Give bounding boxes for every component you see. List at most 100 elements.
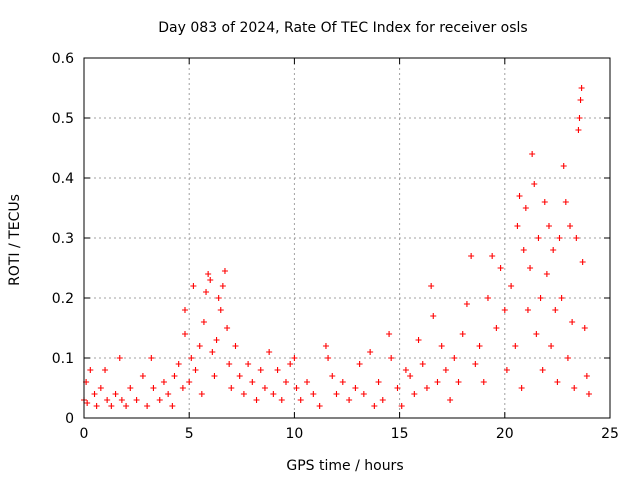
data-point bbox=[253, 397, 260, 403]
data-point bbox=[84, 400, 91, 406]
data-point bbox=[282, 379, 289, 385]
data-point bbox=[428, 283, 435, 289]
data-point bbox=[531, 181, 538, 187]
data-point bbox=[581, 325, 588, 331]
data-point bbox=[533, 331, 540, 337]
data-point bbox=[188, 355, 195, 361]
data-point bbox=[567, 223, 574, 229]
data-point bbox=[514, 223, 521, 229]
data-point bbox=[175, 361, 182, 367]
data-point bbox=[169, 403, 176, 409]
data-point bbox=[529, 151, 536, 157]
data-point bbox=[577, 97, 584, 103]
data-point bbox=[520, 247, 527, 253]
y-tick-label: 0.6 bbox=[52, 51, 74, 67]
data-point bbox=[116, 355, 123, 361]
data-point bbox=[240, 391, 247, 397]
data-point bbox=[181, 331, 188, 337]
data-point bbox=[179, 385, 186, 391]
data-point bbox=[415, 337, 422, 343]
data-point bbox=[287, 361, 294, 367]
data-point bbox=[108, 403, 115, 409]
y-tick-label: 0.2 bbox=[52, 291, 74, 307]
data-point bbox=[411, 391, 418, 397]
data-point bbox=[442, 367, 449, 373]
data-point bbox=[379, 397, 386, 403]
data-point bbox=[249, 379, 256, 385]
data-point bbox=[261, 385, 268, 391]
gridlines bbox=[84, 58, 610, 418]
data-point bbox=[419, 361, 426, 367]
data-point bbox=[297, 397, 304, 403]
data-point bbox=[339, 379, 346, 385]
data-point bbox=[352, 385, 359, 391]
data-point bbox=[148, 355, 155, 361]
data-point bbox=[388, 355, 395, 361]
chart-title: Day 083 of 2024, Rate Of TEC Index for r… bbox=[158, 20, 527, 36]
data-point bbox=[278, 397, 285, 403]
data-point bbox=[480, 379, 487, 385]
data-point bbox=[310, 391, 317, 397]
data-points bbox=[81, 85, 592, 409]
data-point bbox=[468, 253, 475, 259]
data-point bbox=[91, 391, 98, 397]
data-point bbox=[564, 355, 571, 361]
data-point bbox=[451, 355, 458, 361]
data-point bbox=[438, 343, 445, 349]
data-point bbox=[558, 295, 565, 301]
data-point bbox=[562, 199, 569, 205]
data-point bbox=[560, 163, 567, 169]
x-tick-label: 10 bbox=[285, 426, 303, 442]
data-point bbox=[87, 367, 94, 373]
data-point bbox=[226, 361, 233, 367]
data-point bbox=[455, 379, 462, 385]
data-point bbox=[215, 295, 222, 301]
data-point bbox=[316, 403, 323, 409]
data-point bbox=[550, 247, 557, 253]
data-point bbox=[165, 391, 172, 397]
data-point bbox=[217, 307, 224, 313]
data-point bbox=[270, 391, 277, 397]
data-point bbox=[304, 379, 311, 385]
data-point bbox=[545, 223, 552, 229]
y-tick-label: 0.4 bbox=[52, 171, 74, 187]
data-point bbox=[257, 367, 264, 373]
data-point bbox=[459, 331, 466, 337]
data-point bbox=[476, 343, 483, 349]
y-tick-label: 0.5 bbox=[52, 111, 74, 127]
data-point bbox=[554, 379, 561, 385]
data-point bbox=[133, 397, 140, 403]
data-point bbox=[112, 391, 119, 397]
data-point bbox=[139, 373, 146, 379]
data-point bbox=[386, 331, 393, 337]
data-point bbox=[356, 361, 363, 367]
data-point bbox=[371, 403, 378, 409]
data-point bbox=[245, 361, 252, 367]
data-point bbox=[325, 355, 332, 361]
data-point bbox=[569, 319, 576, 325]
data-point bbox=[200, 319, 207, 325]
data-point bbox=[578, 85, 585, 91]
data-point bbox=[360, 391, 367, 397]
data-point bbox=[329, 373, 336, 379]
data-point bbox=[543, 271, 550, 277]
data-point bbox=[196, 343, 203, 349]
data-point bbox=[524, 307, 531, 313]
x-axis-label: GPS time / hours bbox=[286, 458, 403, 474]
x-tick-label: 15 bbox=[391, 426, 409, 442]
data-point bbox=[472, 361, 479, 367]
data-point bbox=[219, 283, 226, 289]
data-point bbox=[541, 199, 548, 205]
data-point bbox=[228, 385, 235, 391]
data-point bbox=[171, 373, 178, 379]
data-point bbox=[583, 373, 590, 379]
data-point bbox=[576, 115, 583, 121]
data-point bbox=[501, 307, 508, 313]
data-point bbox=[221, 268, 228, 274]
data-point bbox=[430, 313, 437, 319]
data-point bbox=[516, 193, 523, 199]
y-tick-label: 0 bbox=[65, 411, 74, 427]
data-point bbox=[274, 367, 281, 373]
data-point bbox=[160, 379, 167, 385]
data-point bbox=[367, 349, 374, 355]
